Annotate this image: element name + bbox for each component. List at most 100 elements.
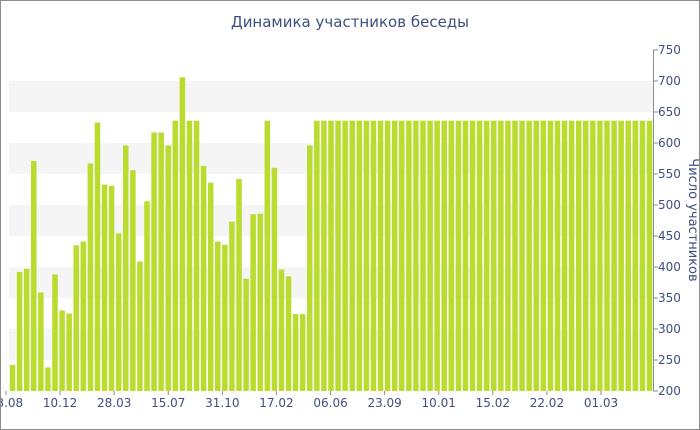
- bar: [271, 167, 278, 391]
- bar: [611, 120, 617, 392]
- x-tick-label: 15.07: [151, 396, 185, 410]
- bar: [151, 132, 157, 391]
- bar: [66, 313, 72, 391]
- bar: [568, 120, 575, 392]
- bar: [172, 120, 179, 392]
- bar: [94, 122, 101, 391]
- bar: [519, 120, 525, 392]
- bar: [597, 120, 603, 392]
- bar: [215, 241, 221, 391]
- bar: [377, 120, 384, 392]
- bar: [413, 120, 419, 392]
- bar: [328, 120, 334, 392]
- bar: [384, 120, 391, 392]
- bar: [561, 120, 568, 392]
- bar: [31, 160, 37, 391]
- x-tick-label: 01.03: [584, 396, 618, 410]
- y-axis-title: Число участников: [685, 158, 699, 281]
- bar: [52, 274, 58, 391]
- bar: [462, 120, 469, 392]
- bar: [441, 120, 447, 392]
- bar: [583, 120, 589, 392]
- bar: [391, 120, 398, 392]
- bar: [250, 214, 256, 391]
- bar: [420, 120, 426, 392]
- x-tick-label: 06.06: [313, 396, 347, 410]
- x-tick-label: 23.09: [367, 396, 401, 410]
- bar: [590, 120, 596, 392]
- bar: [356, 120, 363, 392]
- x-tick-label: 31.10: [205, 396, 239, 410]
- bar: [533, 120, 539, 392]
- bar: [646, 120, 653, 392]
- bar: [80, 241, 87, 391]
- bar: [307, 145, 313, 391]
- bar: [321, 120, 327, 392]
- bar: [101, 184, 108, 391]
- chart-title: Динамика участников беседы: [230, 13, 470, 31]
- bar: [144, 201, 150, 391]
- y-tick-label: 700: [658, 74, 681, 88]
- bar: [137, 261, 143, 391]
- bar: [540, 120, 547, 392]
- bar: [349, 120, 355, 392]
- bar: [207, 182, 214, 391]
- bar: [314, 120, 320, 392]
- bar: [363, 120, 370, 392]
- y-tick-label: 550: [658, 167, 681, 181]
- bar: [370, 120, 377, 392]
- bar: [469, 120, 476, 392]
- y-axis-ticks: 200 250 300 350 400 450 500 550 600 650 700 750: [653, 43, 681, 398]
- bar: [526, 120, 532, 392]
- bar: [278, 269, 285, 391]
- bar: [115, 233, 122, 391]
- bar: [285, 276, 292, 391]
- bar: [491, 120, 497, 392]
- bar: [406, 120, 412, 392]
- y-tick-label: 650: [658, 105, 681, 119]
- bar: [575, 120, 582, 392]
- y-tick-label: 600: [658, 136, 681, 150]
- bar: [243, 278, 249, 391]
- y-tick-label: 500: [658, 198, 681, 212]
- bar: [23, 268, 30, 391]
- bar: [554, 120, 561, 392]
- grid-band: [9, 81, 653, 112]
- bar: [264, 120, 271, 392]
- bar: [87, 163, 94, 391]
- bar: [38, 292, 44, 391]
- bar: [427, 120, 433, 392]
- bar: [434, 120, 440, 392]
- bar: [16, 271, 23, 391]
- bar: [193, 120, 200, 392]
- bar: [448, 120, 455, 392]
- x-tick-label: 15.02: [476, 396, 510, 410]
- bar: [123, 145, 129, 391]
- bar: [639, 120, 646, 392]
- y-tick-label: 200: [658, 384, 681, 398]
- bar: [222, 244, 228, 391]
- bar: [179, 77, 186, 391]
- bar: [625, 120, 631, 392]
- bar: [342, 120, 348, 392]
- bar: [236, 178, 242, 391]
- bar: [158, 132, 164, 391]
- y-tick-label: 250: [658, 353, 681, 367]
- x-tick-label: 22.02: [530, 396, 564, 410]
- bar: [59, 310, 65, 391]
- bar: [604, 120, 610, 392]
- y-tick-label: 750: [658, 43, 681, 57]
- bar: [498, 120, 504, 392]
- bar: [108, 185, 115, 391]
- bar: [335, 120, 341, 392]
- bar: [455, 120, 462, 392]
- x-tick-label: 23.08: [1, 396, 23, 410]
- bar: [547, 120, 554, 392]
- bar: [632, 120, 639, 392]
- bars: [9, 77, 653, 392]
- bar: [200, 165, 207, 391]
- y-tick-label: 450: [658, 229, 681, 243]
- bar: [257, 213, 263, 391]
